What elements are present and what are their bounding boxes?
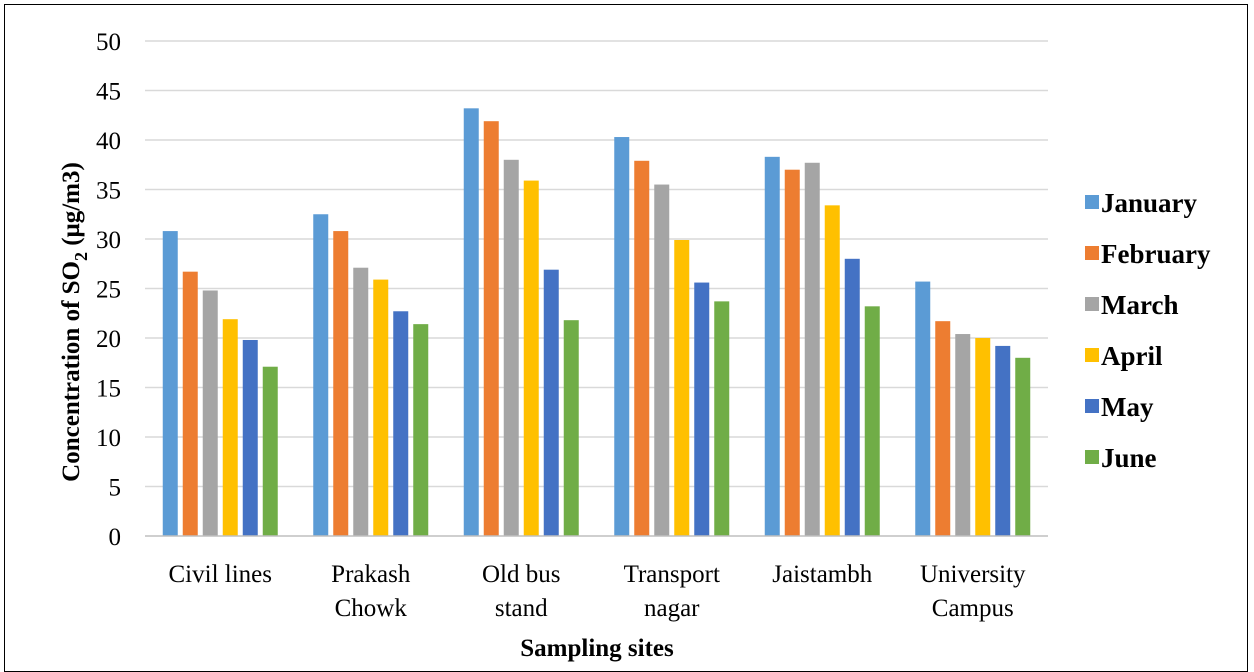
y-tick-label: 15 xyxy=(96,376,121,403)
bar-january xyxy=(313,214,329,536)
y-tick-label: 0 xyxy=(109,524,122,551)
bar-january xyxy=(463,108,479,536)
bar-march xyxy=(955,334,971,536)
x-category-label: nagar xyxy=(644,595,700,622)
bar-may xyxy=(694,282,710,536)
bar-january xyxy=(614,137,630,536)
bar-january xyxy=(162,231,178,536)
legend-label: January xyxy=(1101,188,1198,218)
legend-label: February xyxy=(1101,239,1211,269)
bar-february xyxy=(333,231,349,536)
y-tick-label: 20 xyxy=(96,326,121,353)
bar-april xyxy=(824,205,840,536)
bar-april xyxy=(523,180,539,536)
y-tick-label: 45 xyxy=(96,79,121,106)
bar-april xyxy=(975,338,991,536)
x-category-label: Campus xyxy=(932,595,1014,622)
legend-label: March xyxy=(1101,290,1178,320)
x-category-label: Transport xyxy=(624,561,720,588)
legend-swatch xyxy=(1085,297,1099,311)
y-tick-label: 50 xyxy=(96,29,121,56)
bar-june xyxy=(262,366,278,536)
bar-may xyxy=(242,339,258,536)
legend-label: May xyxy=(1101,392,1154,422)
bar-may xyxy=(543,269,559,536)
y-axis-ticks: 0 5 10 15 20 25 30 35 40 45 50 xyxy=(96,29,121,551)
x-axis-categories: Civil lines Prakash Chowk Old bus stand Trans… xyxy=(169,561,1027,622)
bar-february xyxy=(935,321,951,536)
x-axis-title: Sampling sites xyxy=(520,635,674,662)
bar-june xyxy=(864,306,880,536)
bar-june xyxy=(714,301,730,536)
x-category-label: University xyxy=(920,561,1026,588)
y-tick-label: 35 xyxy=(96,178,121,205)
bar-may xyxy=(995,345,1011,536)
legend-swatch xyxy=(1085,348,1099,362)
bar-march xyxy=(202,290,218,536)
x-category-label: Chowk xyxy=(335,595,408,622)
bar-march xyxy=(804,162,820,536)
legend-swatch xyxy=(1085,399,1099,413)
y-tick-label: 5 xyxy=(109,475,122,502)
gridlines xyxy=(145,40,1048,488)
bar-june xyxy=(563,320,579,536)
bar-june xyxy=(413,324,429,536)
bar-april xyxy=(674,239,690,537)
bar-january xyxy=(915,281,931,536)
bars xyxy=(162,108,1031,537)
legend-swatch xyxy=(1085,195,1099,209)
x-category-label: stand xyxy=(495,595,548,622)
bar-may xyxy=(393,311,409,536)
bar-february xyxy=(634,160,650,537)
legend-swatch xyxy=(1085,450,1099,464)
bar-february xyxy=(784,169,800,536)
y-axis-title: Concentration of SO2 (μg/m3) xyxy=(58,162,91,482)
y-tick-label: 10 xyxy=(96,425,121,452)
bar-march xyxy=(353,267,369,536)
x-category-label: Jaistambh xyxy=(772,561,872,588)
legend-label: June xyxy=(1101,443,1157,473)
bar-april xyxy=(373,279,389,536)
legend-label: April xyxy=(1101,341,1163,371)
bar-may xyxy=(844,258,860,536)
x-category-label: Old bus xyxy=(482,561,560,588)
legend-swatch xyxy=(1085,246,1099,260)
bar-february xyxy=(483,121,499,536)
legend: January February March April May June xyxy=(1085,188,1211,473)
y-tick-label: 30 xyxy=(96,227,121,254)
x-category-label: Civil lines xyxy=(169,561,272,588)
bar-february xyxy=(182,271,198,536)
y-tick-label: 40 xyxy=(96,128,121,155)
x-category-label: Prakash xyxy=(331,561,411,588)
bar-march xyxy=(654,184,670,537)
bar-april xyxy=(222,319,238,536)
bar-january xyxy=(764,156,780,536)
bar-june xyxy=(1015,357,1031,536)
bar-march xyxy=(503,159,519,537)
y-tick-label: 25 xyxy=(96,277,121,304)
